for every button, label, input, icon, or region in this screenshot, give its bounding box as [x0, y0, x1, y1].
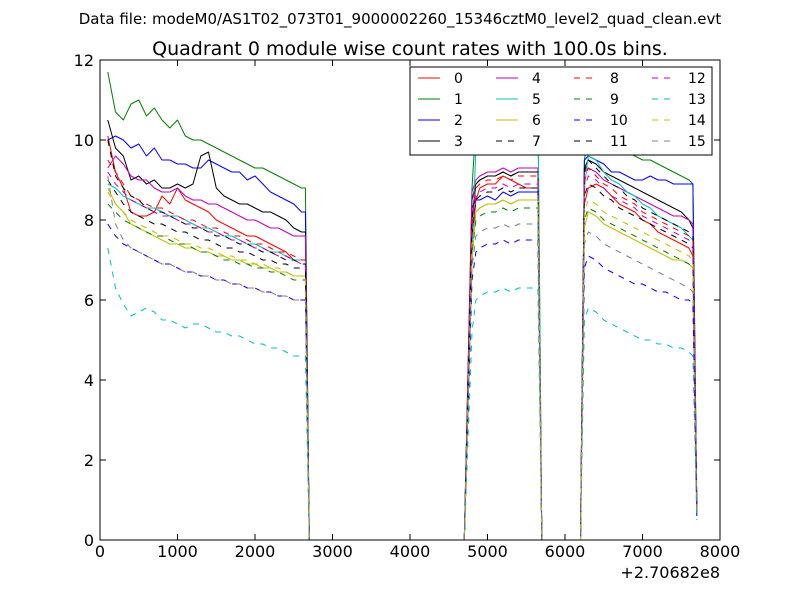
- x-offset-label: +2.70682e8: [620, 563, 720, 582]
- x-tick-label: 7000: [622, 542, 663, 561]
- series-line-14: [107, 191, 698, 540]
- legend-label-2: 2: [454, 113, 463, 129]
- series-line-3: [107, 119, 698, 540]
- series-line-11: [107, 179, 698, 540]
- y-tick-label: 10: [74, 131, 94, 150]
- legend-label-12: 12: [688, 71, 706, 87]
- x-tick-label: 6000: [545, 542, 586, 561]
- y-tick-label: 0: [84, 531, 94, 550]
- legend-box: [409, 66, 713, 156]
- series-line-8: [107, 159, 698, 540]
- legend-label-15: 15: [688, 134, 706, 150]
- legend-label-6: 6: [532, 113, 541, 129]
- legend-label-8: 8: [610, 71, 619, 87]
- y-tick-label: 2: [84, 451, 94, 470]
- legend-label-5: 5: [532, 92, 541, 108]
- series-line-0: [107, 135, 698, 540]
- legend-label-13: 13: [688, 92, 706, 108]
- legend-label-11: 11: [610, 134, 628, 150]
- axes: 0 1000 2000 3000 4000 5000 6000 7000 80000246810…: [74, 51, 741, 582]
- y-tick-label: 8: [84, 211, 94, 230]
- legend-label-4: 4: [532, 71, 541, 87]
- chart-title: Quadrant 0 module wise count rates with …: [152, 38, 668, 60]
- legend-label-7: 7: [532, 134, 541, 150]
- x-tick-label: 5000: [467, 542, 508, 561]
- y-tick-label: 12: [74, 51, 94, 70]
- series-line-4: [107, 155, 698, 540]
- legend-label-1: 1: [454, 92, 463, 108]
- x-tick-label: 3000: [312, 542, 353, 561]
- series-line-9: [107, 203, 698, 540]
- series-line-10: [107, 223, 698, 540]
- y-tick-label: 4: [84, 371, 94, 390]
- legend-label-3: 3: [454, 134, 463, 150]
- x-tick-label: 0: [95, 542, 105, 561]
- series-line-6: [107, 187, 698, 540]
- legend-label-0: 0: [454, 71, 463, 87]
- legend-label-14: 14: [688, 113, 706, 129]
- x-tick-label: 4000: [390, 542, 431, 561]
- series-line-2: [107, 135, 698, 540]
- x-tick-label: 2000: [235, 542, 276, 561]
- legend-label-10: 10: [610, 113, 628, 129]
- legend-label-9: 9: [610, 92, 619, 108]
- y-tick-label: 6: [84, 291, 94, 310]
- x-tick-label: 8000: [700, 542, 741, 561]
- figure-suptitle: Data file: modeM0/AS1T02_073T01_90000022…: [79, 10, 722, 29]
- series-line-5: [107, 87, 698, 540]
- x-tick-label: 1000: [157, 542, 198, 561]
- series-line-12: [107, 171, 698, 540]
